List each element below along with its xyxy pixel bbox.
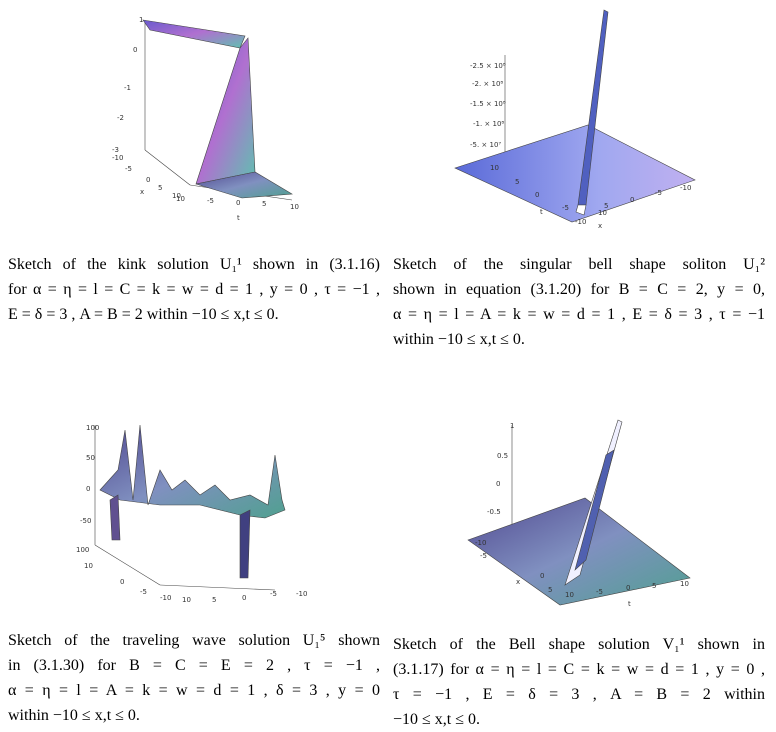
tick-label: -5	[480, 552, 487, 560]
tick-label: 5	[515, 178, 519, 186]
caption-line: Sketch of the kink solution U₁¹ shown in…	[8, 256, 380, 273]
tick-label: -0.5	[487, 508, 501, 516]
tick-label: -5	[207, 197, 214, 205]
tick-label: 10	[84, 562, 93, 570]
plot-2	[454, 9, 696, 223]
tick-label: t	[540, 208, 543, 216]
tick-label: x	[598, 222, 602, 230]
tick-label: 0.5	[497, 452, 508, 460]
tick-label: 1	[510, 422, 514, 430]
tick-label: 10	[176, 195, 185, 203]
caption-3: Sketch of the traveling wave solution U₁…	[8, 628, 380, 728]
tick-label: -2	[117, 114, 124, 122]
tick-label: -1. × 10⁸	[473, 120, 504, 128]
caption-line: within −10 ≤ x,t ≤ 0.	[8, 707, 140, 724]
tick-label: 5	[212, 596, 216, 604]
plot-4	[467, 419, 691, 606]
tick-label: -2. × 10⁸	[472, 80, 503, 88]
caption-line: E = δ = 3 , A = B = 2 within −10 ≤ x,t ≤…	[8, 306, 279, 323]
caption-2: Sketch of the singular bell shape solito…	[393, 252, 765, 352]
tick-label: 10	[565, 591, 574, 599]
caption-1: Sketch of the kink solution U₁¹ shown in…	[8, 252, 380, 327]
tick-label: 5	[262, 200, 266, 208]
tick-label: 100	[76, 546, 89, 554]
tick-label: -10	[475, 539, 486, 547]
tick-label: -10	[575, 218, 586, 226]
tick-label: 0	[540, 572, 544, 580]
tick-label: -10	[296, 590, 307, 598]
tick-label: -10	[680, 184, 691, 192]
plot-3	[94, 424, 286, 591]
tick-label: -10	[112, 154, 123, 162]
tick-label: -1.5 × 10⁸	[470, 100, 506, 108]
tick-label: t	[237, 214, 240, 222]
tick-label: 0	[496, 480, 500, 488]
caption-line: Sketch of the traveling wave solution U₁…	[8, 632, 380, 649]
tick-label: 5	[548, 586, 552, 594]
tick-label: 1	[139, 16, 143, 24]
tick-label: t	[628, 600, 631, 608]
tick-label: -5	[125, 165, 132, 173]
tick-label: 0	[630, 196, 634, 204]
tick-label: x	[140, 188, 144, 196]
caption-line: α = η = l = A = k = w = d = 1 , E = δ = …	[393, 306, 765, 323]
caption-line: within −10 ≤ x,t ≤ 0.	[393, 331, 525, 348]
caption-line: Sketch of the Bell shape solution V₁¹ sh…	[393, 636, 765, 653]
tick-label: 10	[182, 596, 191, 604]
tick-label: -50	[80, 517, 91, 525]
caption-line: −10 ≤ x,t ≤ 0.	[393, 711, 481, 728]
tick-label: 10	[598, 209, 607, 217]
caption-4: Sketch of the Bell shape solution V₁¹ sh…	[393, 632, 765, 732]
tick-label: -2.5 × 10⁸	[470, 62, 506, 70]
tick-label: -5. × 10⁷	[470, 141, 501, 149]
tick-label: 0	[236, 199, 240, 207]
tick-label: 100	[86, 424, 99, 432]
tick-label: x	[516, 578, 520, 586]
tick-label: -10	[160, 594, 171, 602]
tick-label: 0	[146, 176, 150, 184]
tick-label: 5	[158, 184, 162, 192]
tick-label: -3	[112, 146, 119, 154]
tick-label: -5	[270, 590, 277, 598]
tick-label: 0	[120, 578, 124, 586]
tick-label: 10	[680, 580, 689, 588]
tick-label: 0	[86, 485, 90, 493]
caption-line: for α = η = l = C = k = w = d = 1 , y = …	[8, 281, 380, 298]
tick-label: 10	[172, 192, 181, 200]
tick-label: 50	[86, 454, 95, 462]
caption-line: in (3.1.30) for B = C = E = 2 , τ = −1 ,	[8, 657, 380, 674]
tick-label: -5	[655, 189, 662, 197]
tick-label: 0	[242, 594, 246, 602]
caption-line: Sketch of the singular bell shape solito…	[393, 256, 765, 273]
tick-label: 10	[490, 164, 499, 172]
caption-line: (3.1.17) for α = η = l = C = k = w = d =…	[393, 661, 765, 678]
tick-label: 0	[133, 46, 137, 54]
tick-label: 0	[626, 584, 630, 592]
tick-label: 5	[652, 582, 656, 590]
tick-label: -5	[596, 588, 603, 596]
tick-label: -1	[124, 84, 131, 92]
tick-label: -5	[140, 588, 147, 596]
caption-line: shown in equation (3.1.20) for B = C = 2…	[393, 281, 765, 298]
tick-label: -5	[562, 204, 569, 212]
caption-line: τ = −1 , E = δ = 3 , A = B = 2 within	[393, 686, 765, 703]
tick-label: 0	[535, 191, 539, 199]
tick-label: 5	[604, 202, 608, 210]
plot-1	[142, 19, 293, 201]
caption-line: α = η = l = A = k = w = d = 1 , δ = 3 , …	[8, 682, 380, 699]
tick-label: 10	[290, 203, 299, 211]
